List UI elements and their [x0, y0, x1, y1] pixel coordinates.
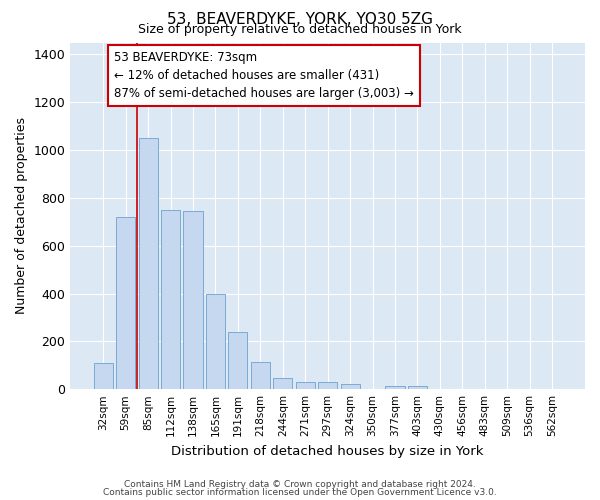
Text: 53 BEAVERDYKE: 73sqm
← 12% of detached houses are smaller (431)
87% of semi-deta: 53 BEAVERDYKE: 73sqm ← 12% of detached h…: [114, 51, 414, 100]
Bar: [116, 217, 135, 389]
Bar: [251, 362, 270, 389]
X-axis label: Distribution of detached houses by size in York: Distribution of detached houses by size …: [172, 444, 484, 458]
Bar: [206, 294, 225, 389]
Bar: [229, 332, 247, 389]
Bar: [184, 211, 203, 389]
Y-axis label: Number of detached properties: Number of detached properties: [15, 118, 28, 314]
Bar: [296, 382, 315, 389]
Bar: [273, 378, 292, 389]
Bar: [318, 382, 337, 389]
Text: Size of property relative to detached houses in York: Size of property relative to detached ho…: [138, 22, 462, 36]
Text: 53, BEAVERDYKE, YORK, YO30 5ZG: 53, BEAVERDYKE, YORK, YO30 5ZG: [167, 12, 433, 28]
Bar: [385, 386, 404, 389]
Text: Contains HM Land Registry data © Crown copyright and database right 2024.: Contains HM Land Registry data © Crown c…: [124, 480, 476, 489]
Bar: [408, 386, 427, 389]
Bar: [94, 363, 113, 389]
Text: Contains public sector information licensed under the Open Government Licence v3: Contains public sector information licen…: [103, 488, 497, 497]
Bar: [161, 210, 180, 389]
Bar: [139, 138, 158, 389]
Bar: [341, 384, 359, 389]
